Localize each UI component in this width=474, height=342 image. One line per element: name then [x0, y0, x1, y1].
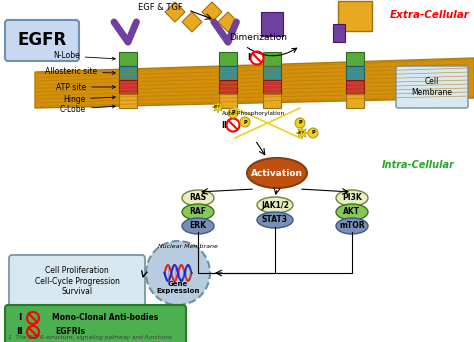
FancyBboxPatch shape [9, 255, 145, 307]
Polygon shape [35, 58, 474, 108]
Text: Auto-Phosphorylation: Auto-Phosphorylation [222, 110, 285, 116]
Circle shape [228, 108, 238, 118]
Text: EGFR: EGFR [18, 31, 67, 49]
Text: JAK1/2: JAK1/2 [261, 200, 289, 210]
Text: Mono-Clonal Anti-bodies: Mono-Clonal Anti-bodies [52, 314, 158, 323]
Text: N-Lobe: N-Lobe [53, 52, 115, 61]
FancyBboxPatch shape [263, 52, 281, 66]
FancyBboxPatch shape [5, 305, 186, 342]
Text: C-Lobe: C-Lobe [60, 105, 115, 114]
FancyBboxPatch shape [338, 1, 372, 31]
FancyBboxPatch shape [346, 94, 364, 108]
Text: Extra-Cellular: Extra-Cellular [390, 10, 470, 20]
Polygon shape [212, 101, 224, 113]
FancyBboxPatch shape [263, 94, 281, 108]
Text: ATP site: ATP site [56, 82, 115, 92]
Text: ATP: ATP [214, 105, 221, 109]
FancyBboxPatch shape [119, 80, 137, 94]
Ellipse shape [146, 241, 210, 305]
FancyBboxPatch shape [346, 66, 364, 80]
Ellipse shape [247, 158, 307, 188]
FancyBboxPatch shape [261, 12, 283, 36]
Text: I: I [18, 314, 22, 323]
Circle shape [308, 128, 318, 138]
Text: P: P [243, 119, 247, 124]
Ellipse shape [182, 204, 214, 220]
FancyBboxPatch shape [219, 66, 237, 80]
Polygon shape [296, 127, 308, 139]
Polygon shape [218, 12, 238, 32]
FancyBboxPatch shape [346, 52, 364, 66]
FancyArrowPatch shape [247, 48, 297, 56]
FancyBboxPatch shape [219, 80, 237, 94]
Ellipse shape [182, 190, 214, 206]
Polygon shape [182, 12, 202, 32]
Text: ATP: ATP [299, 131, 306, 135]
Circle shape [240, 117, 250, 127]
Text: RAS: RAS [190, 194, 207, 202]
Text: P: P [231, 110, 235, 116]
Text: Activation: Activation [251, 169, 303, 177]
Text: P: P [311, 131, 315, 135]
FancyBboxPatch shape [119, 94, 137, 108]
FancyBboxPatch shape [333, 24, 345, 42]
Text: Gene
Expression: Gene Expression [156, 280, 200, 293]
Text: STAT3: STAT3 [262, 215, 288, 224]
Text: PI3K: PI3K [342, 194, 362, 202]
FancyBboxPatch shape [119, 66, 137, 80]
Polygon shape [202, 2, 222, 22]
Ellipse shape [257, 197, 293, 213]
Text: P: P [298, 120, 302, 126]
Text: EGF & TGF: EGF & TGF [138, 3, 183, 13]
Text: ERK: ERK [190, 222, 207, 231]
FancyBboxPatch shape [346, 80, 364, 94]
Text: II: II [221, 120, 227, 130]
Text: Dimerization: Dimerization [229, 34, 287, 42]
Ellipse shape [257, 212, 293, 228]
Text: Hinge: Hinge [63, 94, 115, 104]
Ellipse shape [336, 218, 368, 234]
Text: Intra-Cellular: Intra-Cellular [382, 160, 455, 170]
FancyBboxPatch shape [219, 94, 237, 108]
Text: EGFRIs: EGFRIs [55, 328, 85, 337]
Text: RAF: RAF [190, 208, 207, 216]
Text: II: II [17, 328, 23, 337]
Text: Cell Proliferation
Cell-Cycle Progression
Survival: Cell Proliferation Cell-Cycle Progressio… [35, 266, 119, 296]
FancyBboxPatch shape [396, 66, 468, 108]
Text: AKT: AKT [344, 208, 361, 216]
Text: mTOR: mTOR [339, 222, 365, 231]
Ellipse shape [182, 218, 214, 234]
Polygon shape [165, 2, 185, 22]
Text: Allosteric site: Allosteric site [45, 67, 115, 77]
FancyBboxPatch shape [119, 52, 137, 66]
Ellipse shape [336, 204, 368, 220]
Text: 1  The EGFR structure, signaling pathway and functions: 1 The EGFR structure, signaling pathway … [8, 336, 172, 341]
FancyBboxPatch shape [263, 80, 281, 94]
Ellipse shape [336, 190, 368, 206]
FancyBboxPatch shape [5, 20, 79, 61]
Text: Nuclear Membrane: Nuclear Membrane [158, 245, 218, 250]
Text: I: I [247, 53, 250, 63]
Circle shape [295, 118, 305, 128]
FancyBboxPatch shape [263, 66, 281, 80]
Text: Cell
Membrane: Cell Membrane [411, 77, 453, 97]
FancyBboxPatch shape [219, 52, 237, 66]
